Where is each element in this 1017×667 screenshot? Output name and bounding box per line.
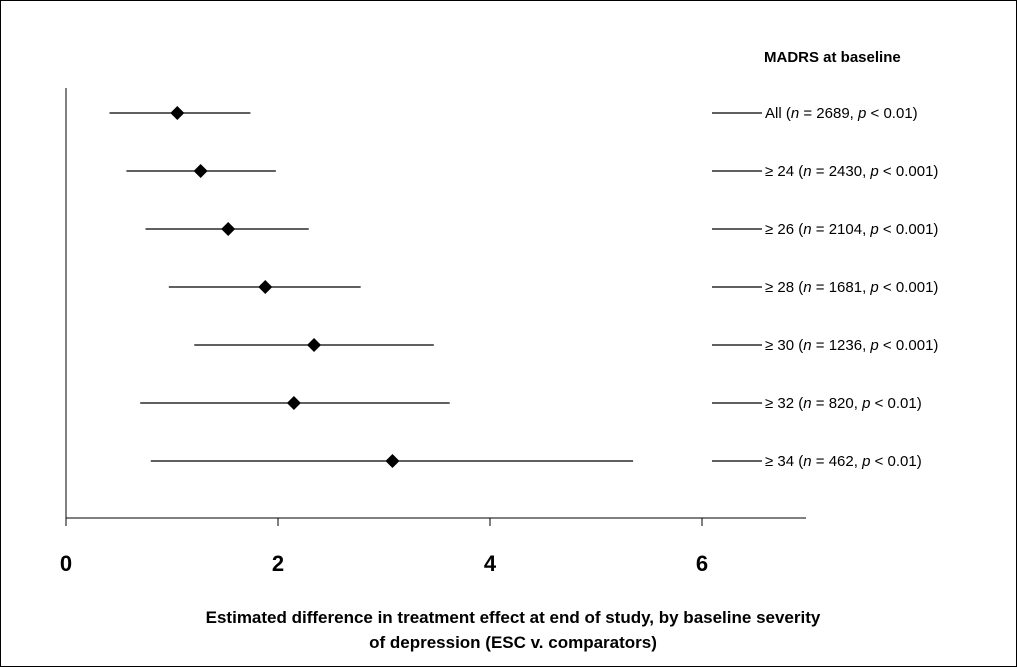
estimate-marker [193,164,208,178]
row-label-value: 0.001 [896,337,934,354]
x-tick-label: 6 [696,551,708,576]
estimate-marker [286,396,301,410]
row-label: ≥ 30 (n = 1236, p < 0.001) [765,337,938,354]
row-label-value: 2430 [829,163,862,180]
row-label: ≥ 32 (n = 820, p < 0.01) [765,395,922,412]
row-label-value: ≥ 28 ( [765,279,803,296]
estimate-marker [170,106,185,120]
forest-rows: All (n = 2689, p < 0.01) ≥ 24 (n = 2430, … [109,105,938,470]
forest-row: All (n = 2689, p < 0.01) [109,105,918,122]
row-label-value: 0.001 [896,279,934,296]
row-label-value: 820 [829,395,854,412]
x-ticks: 0 2 4 6 [60,518,708,576]
row-label: ≥ 34 (n = 462, p < 0.01) [765,453,922,470]
row-label-value: ≥ 32 ( [765,395,803,412]
x-axis-label-line-1: Estimated difference in treatment effect… [206,608,821,627]
axes [65,88,806,519]
x-axis-label-line-2: of depression (ESC v. comparators) [369,633,657,652]
row-label: ≥ 26 (n = 2104, p < 0.001) [765,221,938,238]
forest-row: ≥ 32 (n = 820, p < 0.01) [140,395,922,412]
forest-row: ≥ 26 (n = 2104, p < 0.001) [145,221,938,238]
forest-row: ≥ 30 (n = 1236, p < 0.001) [194,337,938,354]
row-label-value: 0.001 [896,221,934,238]
row-label-value: ≥ 34 ( [765,453,803,470]
row-label: All (n = 2689, p < 0.01) [765,105,918,122]
row-label-value: ≥ 24 ( [765,163,803,180]
row-label-value: 2689 [816,105,849,122]
row-label-value: 1681 [829,279,862,296]
forest-row: ≥ 34 (n = 462, p < 0.01) [150,453,922,470]
row-label-value: ≥ 26 ( [765,221,803,238]
row-label-value: All ( [765,105,791,122]
estimate-marker [385,454,400,468]
row-label: ≥ 24 (n = 2430, p < 0.001) [765,163,938,180]
x-tick-label: 2 [272,551,284,576]
row-label-value: 0.01 [888,395,917,412]
legend-title: MADRS at baseline [764,49,901,66]
row-label-value: 2104 [829,221,862,238]
forest-row: ≥ 24 (n = 2430, p < 0.001) [126,163,938,180]
row-label-value: 462 [829,453,854,470]
x-tick-label: 0 [60,551,72,576]
row-label-value: ≥ 30 ( [765,337,803,354]
x-tick-label: 4 [484,551,497,576]
row-label: ≥ 28 (n = 1681, p < 0.001) [765,279,938,296]
estimate-marker [307,338,322,352]
forest-row: ≥ 28 (n = 1681, p < 0.001) [168,279,938,296]
estimate-marker [221,222,236,236]
row-label-value: 1236 [829,337,862,354]
row-label-value: 0.01 [883,105,912,122]
estimate-marker [258,280,273,294]
row-label-value: 0.01 [888,453,917,470]
row-label-value: 0.001 [896,163,934,180]
